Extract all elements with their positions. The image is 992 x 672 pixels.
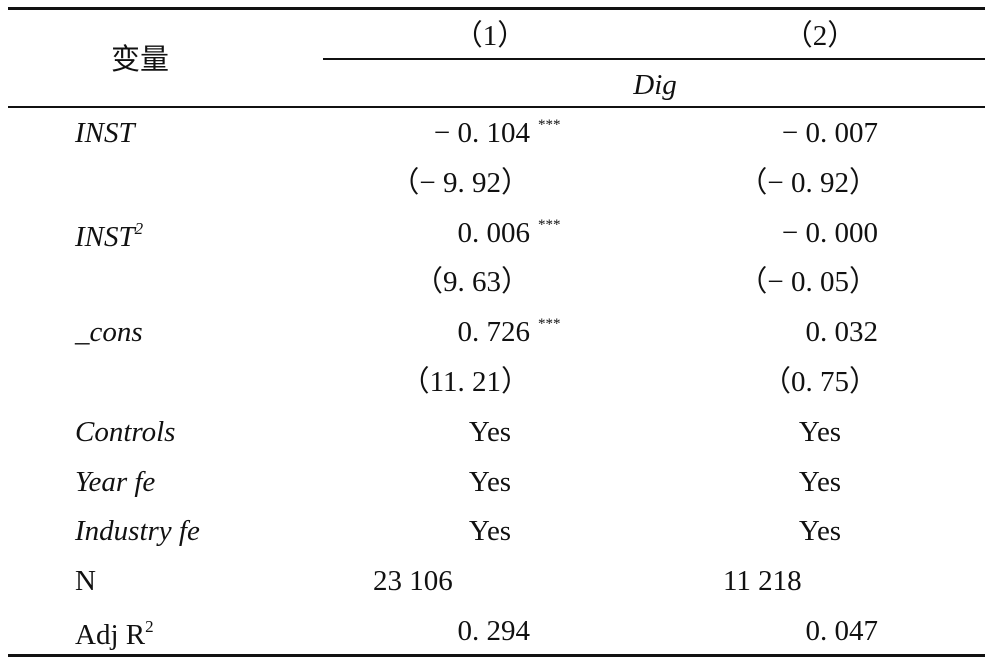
row-label: Year fe xyxy=(75,465,155,499)
cell: Yes xyxy=(469,514,511,548)
cell: Yes xyxy=(799,465,841,499)
row-label-text: Adj R xyxy=(75,619,146,651)
row-label-text: Industry fe xyxy=(75,515,200,548)
cell: 23 106 xyxy=(373,564,453,598)
cell-value: 0. 006 xyxy=(457,216,531,249)
row-label-text: Controls xyxy=(75,415,176,448)
cell-value: 0. 047 xyxy=(805,615,879,647)
cell-value: Yes xyxy=(798,415,842,448)
cell-value: Yes xyxy=(468,515,512,548)
cell: 0. 032 xyxy=(806,315,879,349)
row-label-text: Year fe xyxy=(75,465,156,498)
cell: Yes xyxy=(799,415,841,449)
significance-stars: *** xyxy=(538,316,561,333)
cell-value: （− 9. 92） xyxy=(390,166,530,199)
cell: 11 218 xyxy=(723,564,802,598)
cell-value: − 0. 000 xyxy=(781,216,878,249)
row-label-text: INST xyxy=(75,220,135,253)
row-label: INST xyxy=(75,116,135,150)
cell: （− 0. 92） xyxy=(738,166,878,200)
row-label-text: _cons xyxy=(75,316,143,349)
top-rule xyxy=(8,7,985,10)
cell-value: Yes xyxy=(468,465,512,498)
cell: 0. 294 xyxy=(458,614,531,648)
column-header: （1） xyxy=(453,20,527,52)
cell: Yes xyxy=(469,415,511,449)
row-label-superscript: 2 xyxy=(145,617,154,636)
cell-value: 0. 032 xyxy=(805,316,879,349)
cell-value: （9. 63） xyxy=(413,266,530,299)
row-label: Industry fe xyxy=(75,514,200,548)
dependent-variable: Dig xyxy=(633,69,677,101)
row-label: INST2 xyxy=(75,212,143,254)
cell-value: − 0. 007 xyxy=(781,117,878,149)
cell: 0. 726 xyxy=(458,315,531,349)
cell: − 0. 000 xyxy=(782,216,878,250)
row-label-text: INST xyxy=(75,117,135,149)
bottom-rule xyxy=(8,654,985,657)
cell-value: （− 0. 05） xyxy=(738,266,878,299)
cell: − 0. 007 xyxy=(782,116,878,150)
cell: （− 0. 05） xyxy=(738,265,878,299)
row-label: Adj R2 xyxy=(75,610,154,652)
row-label-text: N xyxy=(75,565,96,598)
cell: − 0. 104 xyxy=(434,116,530,150)
row-label: N xyxy=(75,564,96,598)
row-label: Controls xyxy=(75,415,175,449)
cell: 0. 047 xyxy=(806,614,879,648)
cell: Yes xyxy=(469,465,511,499)
mid-rule xyxy=(323,58,985,60)
cell-value: Yes xyxy=(798,515,842,548)
cell: Yes xyxy=(799,514,841,548)
cell-value: 0. 726 xyxy=(457,316,531,349)
cell-value: − 0. 104 xyxy=(433,117,530,149)
significance-stars: *** xyxy=(538,117,561,133)
cell: （11. 21） xyxy=(401,365,530,399)
cell-value: 23 106 xyxy=(373,565,453,598)
row-label-superscript: 2 xyxy=(134,218,144,238)
cell-value: （0. 75） xyxy=(761,366,878,398)
header-rule xyxy=(8,106,985,108)
significance-stars: *** xyxy=(538,216,561,233)
column-header: （2） xyxy=(783,20,857,52)
cell-value: 11 218 xyxy=(723,565,802,598)
cell: （0. 75） xyxy=(762,365,878,399)
cell: （9. 63） xyxy=(414,265,530,299)
variable-header: 变量 xyxy=(110,44,170,76)
cell-value: （11. 21） xyxy=(400,366,530,398)
cell: （− 9. 92） xyxy=(390,166,530,200)
cell-value: Yes xyxy=(798,465,842,498)
cell-value: 0. 294 xyxy=(457,615,531,647)
cell-value: Yes xyxy=(468,415,512,448)
row-label: _cons xyxy=(75,315,143,349)
cell-value: （− 0. 92） xyxy=(738,166,878,199)
cell: 0. 006 xyxy=(458,216,531,250)
